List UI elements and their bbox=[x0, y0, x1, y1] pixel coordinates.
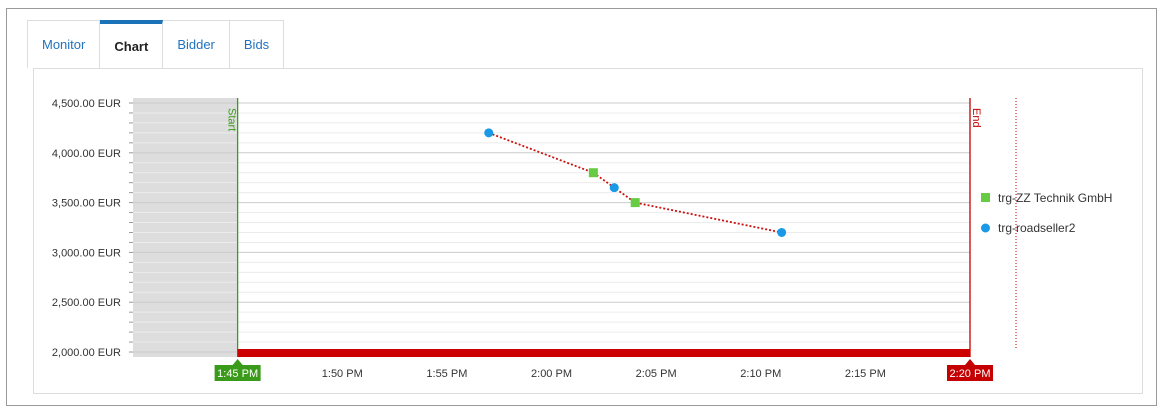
y-tick-label: 4,500.00 EUR bbox=[52, 98, 121, 110]
tab-bar: Monitor Chart Bidder Bids bbox=[27, 20, 285, 70]
x-tick-label: 2:10 PM bbox=[740, 368, 781, 380]
x-tick-label: 1:50 PM bbox=[322, 368, 363, 380]
end-time-badge bbox=[947, 365, 993, 381]
y-tick-label: 4,000.00 EUR bbox=[52, 148, 121, 160]
x-tick-label: 2:00 PM bbox=[531, 368, 572, 380]
bid-point-square bbox=[588, 168, 598, 178]
x-tick-label: 2:20 PM bbox=[950, 368, 991, 380]
x-tick-label: 2:05 PM bbox=[636, 368, 677, 380]
tab-bids[interactable]: Bids bbox=[229, 20, 285, 68]
start-label: Start bbox=[226, 108, 238, 131]
legend-entry: trg-roadseller2 bbox=[998, 221, 1076, 235]
bid-point-circle bbox=[777, 227, 787, 237]
y-tick-label: 3,000.00 EUR bbox=[52, 247, 121, 259]
legend-marker-circle bbox=[981, 223, 990, 233]
start-time-badge bbox=[214, 365, 261, 381]
bid-point-square bbox=[630, 198, 640, 208]
plot-area bbox=[133, 98, 970, 357]
tab-bidder[interactable]: Bidder bbox=[163, 20, 230, 68]
end-label: End bbox=[970, 108, 982, 128]
bid-point-circle bbox=[609, 183, 619, 193]
legend-entry: trg-ZZ Technik GmbH bbox=[998, 191, 1112, 205]
x-tick-label: 1:55 PM bbox=[426, 368, 467, 380]
legend-marker-square bbox=[981, 193, 990, 202]
end-marker bbox=[965, 359, 975, 365]
pre-start-region bbox=[133, 98, 238, 357]
y-tick-label: 2,500.00 EUR bbox=[52, 297, 121, 309]
auction-timeline-bar bbox=[237, 349, 970, 357]
tab-chart[interactable]: Chart bbox=[100, 20, 164, 69]
x-tick-label: 1:45 PM bbox=[217, 368, 258, 380]
bid-point-circle bbox=[484, 128, 494, 138]
y-tick-label: 2,000.00 EUR bbox=[52, 347, 121, 359]
y-tick-label: 3,500.00 EUR bbox=[52, 198, 121, 210]
x-tick-label: 2:15 PM bbox=[845, 368, 886, 380]
start-marker bbox=[232, 359, 243, 365]
tab-monitor[interactable]: Monitor bbox=[27, 20, 101, 68]
